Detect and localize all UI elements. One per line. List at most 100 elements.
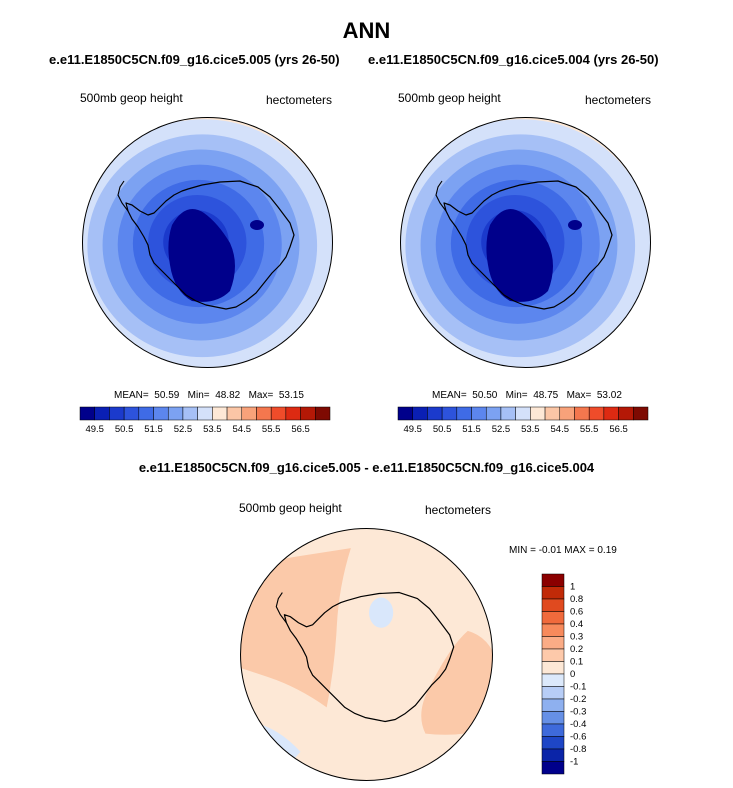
panel1-stats: MEAN= 50.59 Min= 48.82 Max= 53.15 <box>114 390 304 401</box>
colorbar-tick-label: 53.5 <box>521 424 540 435</box>
diff-units-label: hectometers <box>425 503 492 517</box>
colorbar-segment <box>285 406 301 421</box>
colorbar-segment <box>541 636 565 650</box>
colorbar-tick-label: 49.5 <box>403 424 422 435</box>
colorbar-segment <box>109 406 125 421</box>
colorbar-segment <box>541 648 565 662</box>
secondary-low <box>250 220 264 230</box>
colorbar-tick-label: 50.5 <box>433 424 452 435</box>
panel1-units-label: hectometers <box>266 93 333 107</box>
colorbar-tick-label: 0.2 <box>570 644 583 655</box>
colorbar-tick-label: 52.5 <box>492 424 511 435</box>
antarctica-coastline <box>125 180 295 310</box>
panel1-max-value: 53.15 <box>278 390 304 401</box>
panel2-min-value: 48.75 <box>533 390 559 401</box>
colorbar-tick-label: 51.5 <box>144 424 163 435</box>
colorbar-segment <box>541 598 565 612</box>
colorbar-tick-label: 54.5 <box>233 424 252 435</box>
colorbar-segment <box>541 698 565 712</box>
colorbar-tick-label: 0.8 <box>570 594 583 605</box>
subtitle-case-004: e.e11.E1850C5CN.f09_g16.cice5.004 (yrs 2… <box>368 52 659 67</box>
colorbar-tick-label: 55.5 <box>262 424 281 435</box>
map-boundary <box>400 117 651 368</box>
colorbar-tick-label: 54.5 <box>551 424 570 435</box>
colorbar-segment <box>441 406 458 421</box>
colorbar-segment <box>541 761 565 775</box>
antarctica-coastline <box>283 591 455 723</box>
colorbar-tick-label: -0.3 <box>570 707 586 718</box>
colorbar-segment <box>541 573 565 587</box>
diff-variable-label: 500mb geop height <box>239 501 342 515</box>
panel2-min-label: Min= <box>505 390 528 401</box>
colorbar-tick-label: 51.5 <box>462 424 481 435</box>
colorbar-tick-label: -0.4 <box>570 719 586 730</box>
peninsula-coastline <box>117 180 129 212</box>
colorbar-tick-label: 52.5 <box>174 424 193 435</box>
colorbar-segment <box>633 406 649 421</box>
panel2-mean-label: MEAN= <box>432 390 467 401</box>
colorbar-segment <box>485 406 502 421</box>
panel2-units-label: hectometers <box>585 93 652 107</box>
difference-title: e.e11.E1850C5CN.f09_g16.cice5.005 - e.e1… <box>138 460 595 475</box>
colorbar-segment <box>427 406 443 421</box>
panel2-mean-value: 50.50 <box>472 390 498 401</box>
colorbar-tick-label: 0.3 <box>570 632 583 643</box>
colorbar-segment <box>541 723 565 737</box>
positive-anomaly-west <box>240 548 351 708</box>
colorbar-segment <box>79 406 95 421</box>
colorbar-segment <box>574 406 590 421</box>
colorbar-segment <box>544 406 561 421</box>
colorbar-tick-label: -0.8 <box>570 744 586 755</box>
panel1-mean-value: 50.59 <box>154 390 180 401</box>
colorbar-segment <box>541 736 565 750</box>
colorbar-segment <box>197 406 213 421</box>
colorbar-segment <box>541 711 565 725</box>
colorbar-segment <box>167 406 184 421</box>
colorbar-segment <box>471 406 487 421</box>
colorbar-segment <box>256 406 272 421</box>
panel1-variable-label: 500mb geop height <box>80 91 183 105</box>
colorbar-tick-label: -0.2 <box>570 694 586 705</box>
secondary-low <box>568 220 582 230</box>
difference-colorbar: 10.8 0.60.4 0.30.2 0.10 -0.1-0.2 -0.3-0.4 -0.6… <box>541 573 586 775</box>
colorbar-tick-label: 56.5 <box>609 424 628 435</box>
colorbar-tick-label: 0.6 <box>570 607 583 618</box>
colorbar-tick-label: 0.4 <box>570 619 583 630</box>
colorbar-segment <box>412 406 428 421</box>
colorbar-segment <box>530 406 546 421</box>
colorbar-tick-label: 50.5 <box>115 424 134 435</box>
colorbar-segment <box>270 406 287 421</box>
colorbar-segment <box>603 406 619 421</box>
panel1-min-label: Min= <box>187 390 210 401</box>
colorbar-tick-label: -1 <box>570 757 578 768</box>
panel2-max-label: Max= <box>566 390 592 401</box>
peninsula-coastline <box>275 592 287 624</box>
panel2-max-value: 53.02 <box>596 390 622 401</box>
colorbar-tick-label: 53.5 <box>203 424 222 435</box>
colorbar-segment <box>94 406 110 421</box>
colorbar-tick-label: 56.5 <box>291 424 310 435</box>
colorbar-tick-label: -0.1 <box>570 682 586 693</box>
colorbar-segment <box>138 406 154 421</box>
colorbar-segment <box>588 406 605 421</box>
colorbar-segment <box>500 406 516 421</box>
colorbar-segment <box>212 406 228 421</box>
colorbar-segment <box>559 406 575 421</box>
colorbar-tick-label: 55.5 <box>580 424 599 435</box>
colorbar-segment <box>618 406 634 421</box>
colorbar-segment <box>515 406 531 421</box>
colorbar-segment <box>153 406 169 421</box>
colorbar-segment <box>541 661 565 675</box>
colorbar-segment <box>182 406 198 421</box>
figure-title: ANN <box>342 18 391 43</box>
antarctica-coastline <box>443 180 613 310</box>
positive-anomaly-east <box>421 630 493 735</box>
low-center <box>486 209 553 302</box>
negative-anomaly-interior <box>369 597 394 628</box>
colorbar-segment <box>123 406 140 421</box>
map-boundary <box>82 117 333 368</box>
panel2-variable-label: 500mb geop height <box>398 91 501 105</box>
colorbar-tick-label: 0.1 <box>570 657 583 668</box>
panel2-map <box>400 117 651 368</box>
colorbar-segment <box>541 623 565 637</box>
